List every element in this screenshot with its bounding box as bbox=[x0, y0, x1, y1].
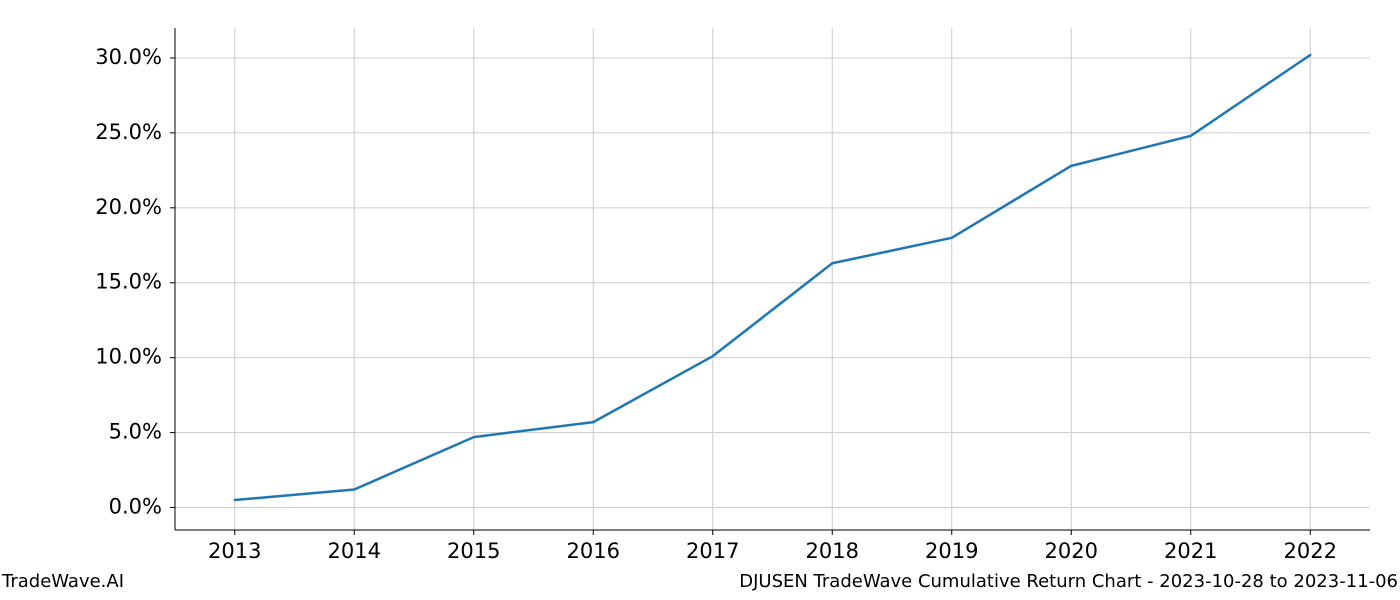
y-tick-label: 10.0% bbox=[95, 345, 162, 369]
footer-left-text: TradeWave.AI bbox=[2, 571, 124, 592]
footer-right-text: DJUSEN TradeWave Cumulative Return Chart… bbox=[739, 571, 1398, 592]
x-tick-label: 2017 bbox=[686, 539, 739, 563]
x-tick-label: 2015 bbox=[447, 539, 500, 563]
x-tick-label: 2020 bbox=[1045, 539, 1098, 563]
x-tick-label: 2022 bbox=[1284, 539, 1337, 563]
x-tick-label: 2016 bbox=[567, 539, 620, 563]
y-tick-label: 25.0% bbox=[95, 120, 162, 144]
x-tick-label: 2013 bbox=[208, 539, 261, 563]
y-tick-label: 5.0% bbox=[109, 420, 162, 444]
y-tick-label: 15.0% bbox=[95, 270, 162, 294]
x-tick-label: 2014 bbox=[328, 539, 381, 563]
series-line-cumulative-return bbox=[235, 55, 1311, 500]
x-tick-label: 2018 bbox=[806, 539, 859, 563]
y-tick-label: 20.0% bbox=[95, 195, 162, 219]
chart-container: 2013 2014 2015 2016 2017 2018 2019 2020 2021 2022… bbox=[0, 0, 1400, 600]
line-chart: 2013 2014 2015 2016 2017 2018 2019 2020 2021 2022… bbox=[0, 0, 1400, 600]
x-tick-label: 2019 bbox=[925, 539, 978, 563]
y-tick-label: 0.0% bbox=[109, 495, 162, 519]
y-tick-label: 30.0% bbox=[95, 45, 162, 69]
x-tick-label: 2021 bbox=[1164, 539, 1217, 563]
